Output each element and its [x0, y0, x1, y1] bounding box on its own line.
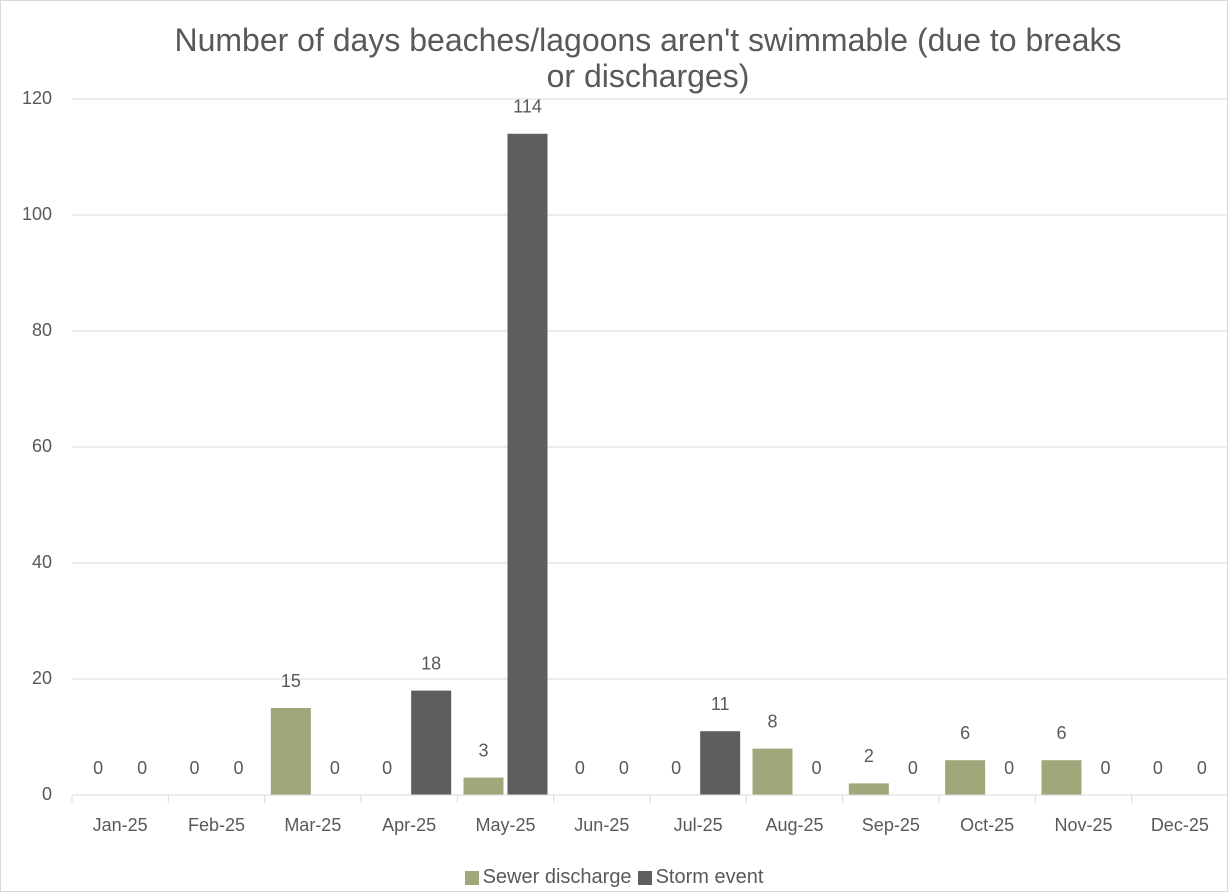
- x-tick-label: Oct-25: [960, 815, 1014, 835]
- bar: [752, 748, 793, 795]
- data-label: 6: [960, 723, 970, 743]
- data-label: 0: [1153, 758, 1163, 778]
- data-label: 0: [1197, 758, 1207, 778]
- bar: [507, 133, 548, 796]
- y-tick-label: 0: [42, 784, 52, 804]
- x-tick-label: Jan-25: [93, 815, 148, 835]
- data-label: 0: [811, 758, 821, 778]
- x-tick-label: Jun-25: [574, 815, 629, 835]
- y-tick-label: 80: [32, 320, 52, 340]
- data-label: 11: [711, 694, 730, 714]
- legend-item: Sewer discharge: [464, 866, 632, 889]
- y-tick-label: 100: [22, 204, 52, 224]
- legend-item: Storm event: [637, 866, 764, 889]
- y-tick-label: 60: [32, 436, 52, 456]
- data-label: 0: [189, 758, 199, 778]
- y-tick-label: 120: [22, 88, 52, 108]
- x-tick-label: Dec-25: [1151, 815, 1209, 835]
- bar: [700, 731, 741, 795]
- data-label: 3: [478, 740, 488, 760]
- x-tick-label: Nov-25: [1054, 815, 1112, 835]
- data-label: 0: [382, 758, 392, 778]
- bar: [1041, 760, 1082, 795]
- legend-label: Sewer discharge: [482, 866, 632, 888]
- y-tick-label: 20: [32, 668, 52, 688]
- data-label: 15: [281, 671, 301, 691]
- data-label: 0: [908, 758, 918, 778]
- x-tick-label: Aug-25: [765, 815, 823, 835]
- chart-title: Number of days beaches/lagoons aren't sw…: [174, 22, 1122, 94]
- legend-label: Storm event: [655, 866, 764, 888]
- data-label: 0: [330, 758, 340, 778]
- data-label: 18: [421, 653, 441, 673]
- legend-swatch: [464, 870, 479, 885]
- data-label: 0: [671, 758, 681, 778]
- data-label: 0: [1004, 758, 1014, 778]
- data-label: 0: [137, 758, 147, 778]
- data-label: 114: [513, 97, 542, 117]
- legend-swatch: [637, 870, 652, 885]
- x-tick-label: Apr-25: [382, 815, 436, 835]
- bar: [463, 777, 504, 795]
- bar: [270, 708, 311, 795]
- data-label: 0: [575, 758, 585, 778]
- data-label: 6: [1056, 723, 1066, 743]
- y-tick-label: 40: [32, 552, 52, 572]
- data-label: 0: [233, 758, 243, 778]
- data-label: 8: [767, 711, 777, 731]
- data-label: 0: [619, 758, 629, 778]
- x-tick-label: Sep-25: [862, 815, 920, 835]
- legend: Sewer discharge Storm event: [0, 866, 1228, 891]
- x-tick-label: Jul-25: [674, 815, 723, 835]
- x-tick-label: Mar-25: [284, 815, 341, 835]
- bar: [411, 690, 452, 795]
- data-label: 2: [864, 746, 874, 766]
- data-label: 0: [1100, 758, 1110, 778]
- bar: [848, 783, 889, 795]
- x-tick-label: May-25: [475, 815, 535, 835]
- bar: [945, 760, 986, 795]
- x-tick-label: Feb-25: [188, 815, 245, 835]
- data-label: 0: [93, 758, 103, 778]
